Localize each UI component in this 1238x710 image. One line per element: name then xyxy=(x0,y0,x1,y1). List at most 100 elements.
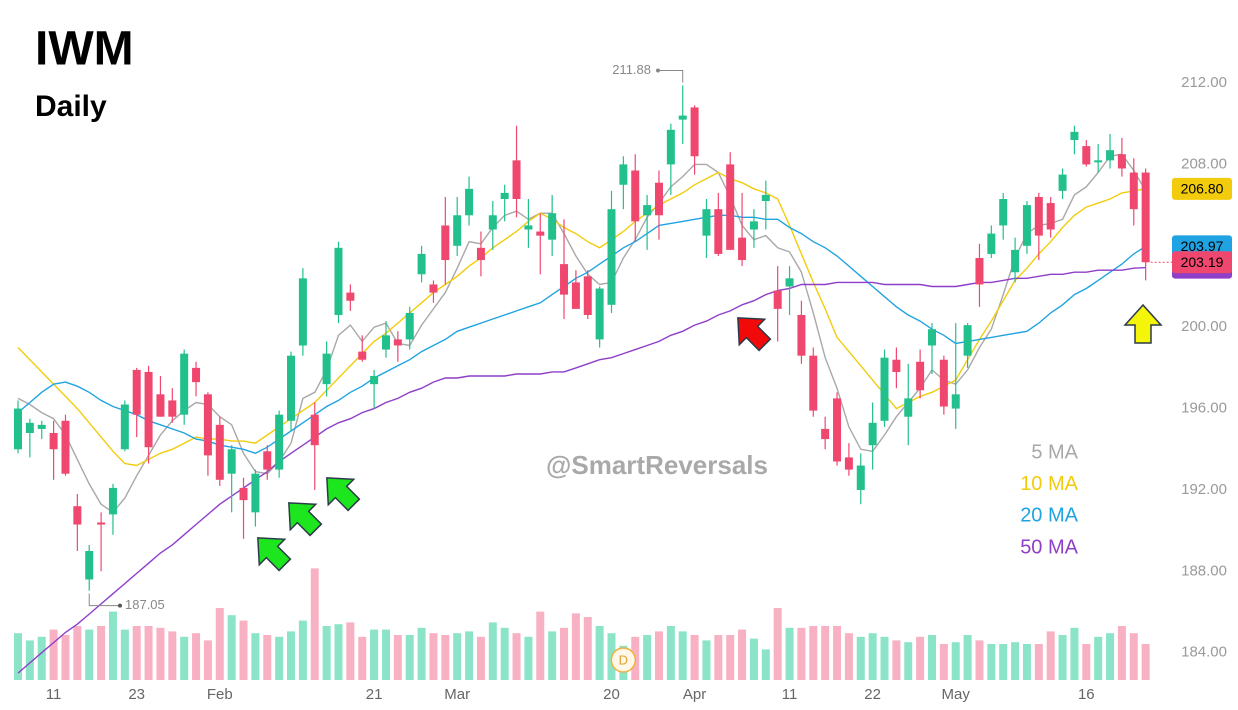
candle-body xyxy=(797,314,806,356)
volume-bar xyxy=(14,633,22,680)
low-label: 187.05 xyxy=(125,597,165,612)
x-tick-label: 21 xyxy=(366,686,383,703)
volume-bar xyxy=(844,633,853,680)
candle-body xyxy=(263,451,272,470)
green-arrow xyxy=(288,502,323,537)
candle-body xyxy=(180,353,189,415)
volume-bar xyxy=(833,626,842,680)
candle-body xyxy=(963,325,972,356)
candle-body xyxy=(500,192,509,199)
candle-body xyxy=(120,404,129,450)
candle-body xyxy=(844,457,853,470)
candle-body xyxy=(25,422,34,433)
candle-body xyxy=(1141,172,1150,263)
candle-body xyxy=(393,339,402,346)
watermark: @SmartReversals xyxy=(546,450,768,480)
candle-body xyxy=(1106,150,1115,161)
y-tick-label: 212.00 xyxy=(1181,74,1227,91)
volume-bar xyxy=(73,626,82,680)
volume-bar xyxy=(453,633,462,680)
volume-bar xyxy=(37,636,46,680)
volume-bar xyxy=(381,629,390,680)
candle-body xyxy=(939,359,948,407)
volume-bar xyxy=(654,631,663,680)
x-tick-label: 11 xyxy=(782,686,798,703)
volume-bar xyxy=(132,626,141,680)
volume-bar xyxy=(370,629,379,680)
candle-body xyxy=(215,424,224,480)
candle-body xyxy=(821,428,830,440)
volume-bar xyxy=(227,615,236,680)
volume-bar xyxy=(287,631,296,680)
candle-body xyxy=(951,394,960,409)
candle-body xyxy=(690,107,699,157)
candle-body xyxy=(833,398,842,462)
x-tick-label: Feb xyxy=(207,686,233,703)
candle-body xyxy=(987,233,996,254)
yellow-arrow xyxy=(1123,303,1163,344)
candle-body xyxy=(97,522,106,525)
candle-body xyxy=(156,394,165,417)
event-label: D xyxy=(619,652,628,667)
volume-bar xyxy=(548,631,557,680)
candle-body xyxy=(227,449,236,474)
candle-body xyxy=(1011,249,1020,273)
candle-body xyxy=(441,225,450,261)
candle-body xyxy=(571,282,580,309)
green-arrow xyxy=(326,477,361,512)
volume-bar xyxy=(880,636,889,680)
candle-body xyxy=(595,288,604,340)
candle-body xyxy=(405,312,414,340)
volume-bar xyxy=(904,642,913,680)
volume-bar xyxy=(571,613,580,680)
candle-body xyxy=(168,400,177,417)
x-tick-label: Apr xyxy=(683,686,706,703)
candle-body xyxy=(49,432,58,450)
volume-layer: D xyxy=(14,568,1150,680)
volume-bar xyxy=(560,627,569,680)
volume-bar xyxy=(25,640,34,680)
candle-body xyxy=(868,422,877,446)
legend-entry: 5 MA xyxy=(1031,441,1078,463)
volume-bar xyxy=(821,626,830,680)
legend-entry: 10 MA xyxy=(1020,473,1078,495)
event-marker xyxy=(610,647,637,673)
candle-body xyxy=(488,215,497,230)
price-tag-label: 206.80 xyxy=(1181,181,1224,197)
volume-bar xyxy=(275,636,284,680)
price-tag xyxy=(1172,251,1232,274)
candle-body xyxy=(251,473,260,513)
low-leader xyxy=(88,593,118,607)
candle-body xyxy=(275,414,284,470)
volume-bar xyxy=(393,635,402,680)
candle-body xyxy=(1058,174,1067,191)
candle-body xyxy=(726,164,735,250)
candle-body xyxy=(904,398,913,417)
ma-line xyxy=(17,171,1146,467)
ma-line xyxy=(17,214,1146,455)
candle-body xyxy=(37,424,46,429)
volume-bar xyxy=(1070,627,1079,680)
volume-bar xyxy=(524,636,533,680)
candle-body xyxy=(287,355,296,421)
volume-bar xyxy=(963,635,972,680)
candle-body xyxy=(1034,196,1043,236)
red-arrow xyxy=(737,317,772,352)
candle-body xyxy=(1022,205,1031,246)
volume-bar xyxy=(322,626,331,680)
volume-bar xyxy=(61,635,70,680)
candle-body xyxy=(809,355,818,411)
volume-bar xyxy=(263,635,272,680)
candle-body xyxy=(1129,172,1138,210)
volume-bar xyxy=(975,640,984,680)
high-dot xyxy=(656,68,660,73)
candle-body xyxy=(927,329,936,346)
arrows xyxy=(257,303,1163,572)
volume-bar xyxy=(809,626,818,680)
candle-body xyxy=(643,205,652,216)
x-tick-label: Mar xyxy=(444,686,470,703)
candle-body xyxy=(666,129,675,165)
volume-bar xyxy=(203,640,212,680)
volume-bar xyxy=(987,644,996,680)
